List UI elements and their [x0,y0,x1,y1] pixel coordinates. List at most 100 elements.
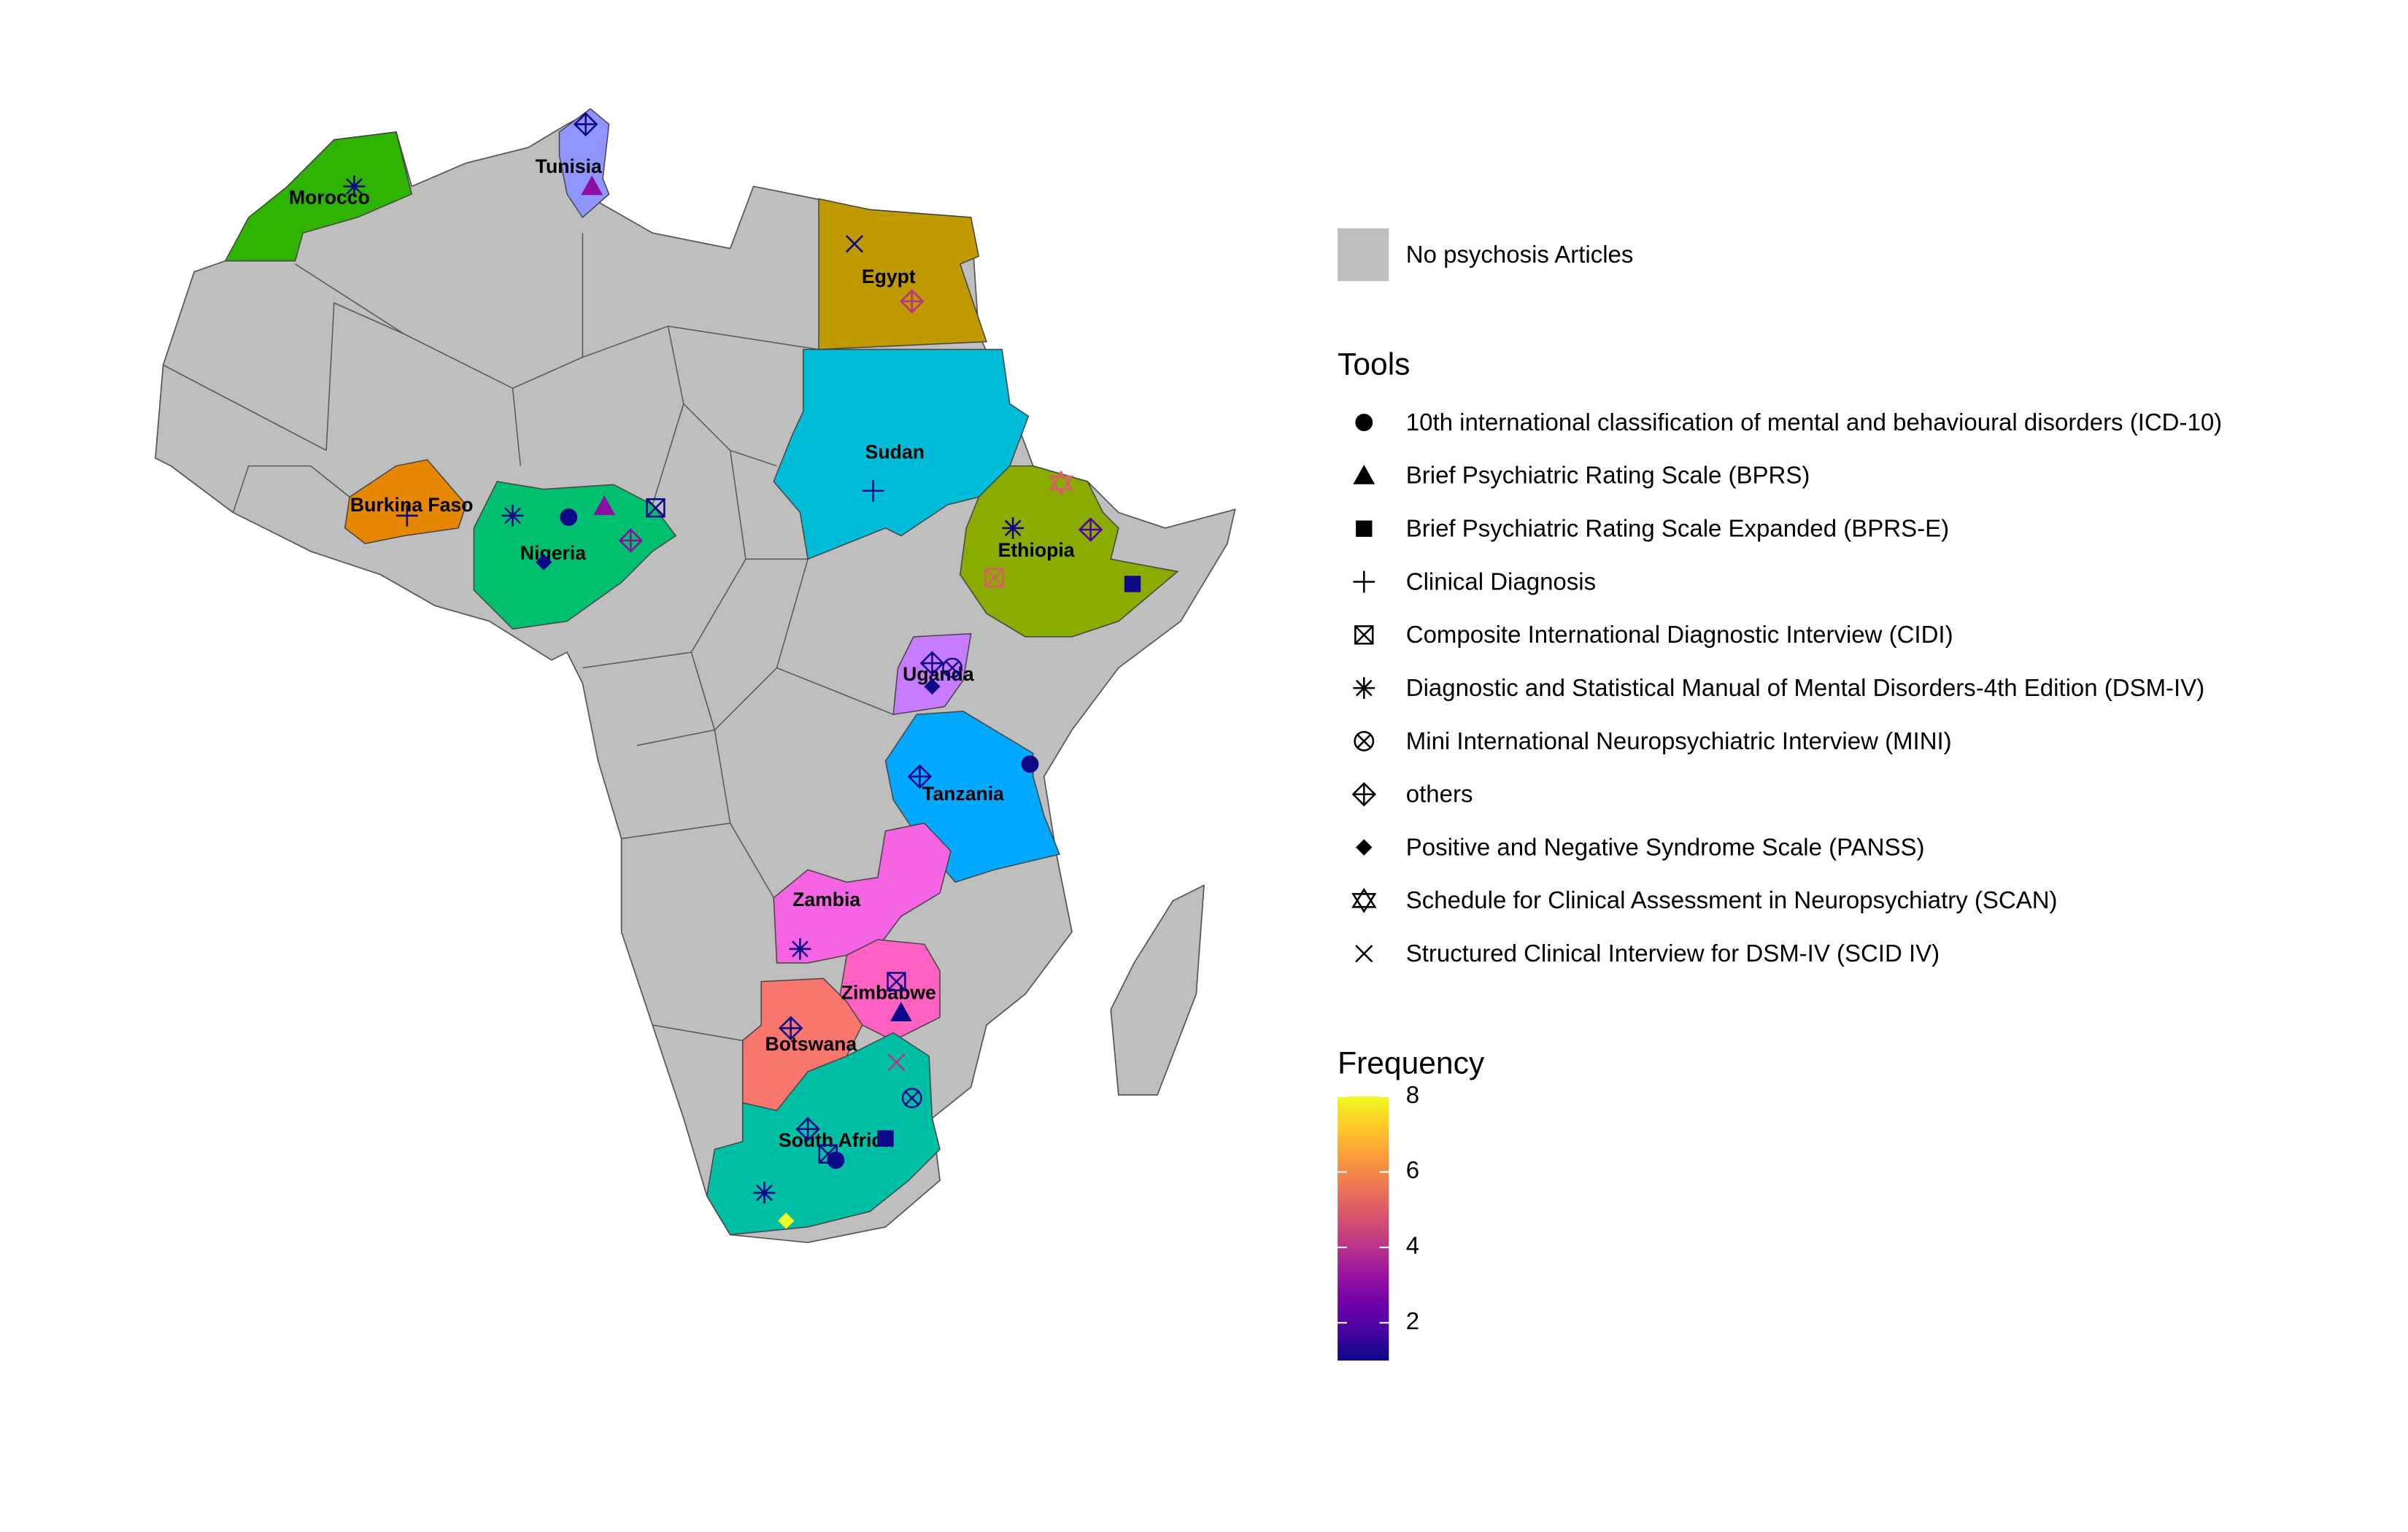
marker-ring [942,657,963,678]
legend-label: others [1406,781,1473,808]
country-region [224,131,413,262]
marker-stroke [887,1053,906,1072]
marker [1048,470,1074,496]
marker-triangle [890,1002,912,1021]
marker-diamond [924,678,941,695]
marker-square [1356,520,1373,537]
marker-stroke [504,507,521,525]
marker [573,112,598,137]
marker [560,508,578,526]
no-data-label: No psychosis Articles [1406,241,1634,268]
country-label: Zambia [792,889,860,910]
marker-stroke [984,568,1004,587]
marker-diamond [1356,839,1373,856]
marker [900,289,925,314]
marker [581,175,603,196]
marker [501,504,524,527]
country-label: Nigeria [520,542,586,564]
marker [924,678,941,695]
legend-label: Composite International Diagnostic Inter… [1406,621,1953,648]
marker [593,495,616,515]
legend-label: Positive and Negative Syndrome Scale (PA… [1406,833,1925,860]
no-data-swatch [1338,228,1389,282]
frequency-title: Frequency [1338,1046,1485,1081]
marker-tri-up [1351,888,1377,908]
marker-stroke [1354,625,1374,645]
marker [845,235,864,253]
marker-stroke [818,1144,838,1164]
legend-label: Clinical Diagnosis [1406,568,1596,595]
marker-box [646,498,665,518]
marker [827,1151,845,1169]
colorbar-label: 6 [1406,1156,1419,1183]
marker [795,1117,820,1142]
legend-label: Mini International Neuropsychiatric Inte… [1406,727,1952,754]
country-region [773,822,952,964]
marker [1124,576,1141,592]
marker-tri-down [1351,893,1377,913]
marker [778,1212,795,1229]
marker-stroke [792,940,809,958]
legend-key [1353,570,1375,593]
marker [1002,517,1024,539]
country-region [344,459,467,544]
marker-ring [1354,730,1375,751]
marker [942,657,963,678]
marker [890,1002,912,1021]
marker [753,1182,776,1204]
marker-stroke [756,1184,773,1202]
legend-label: Schedule for Clinical Assessment in Neur… [1406,886,2058,913]
country-label: Sudan [865,441,925,463]
tools-title: Tools [1338,347,1410,382]
country-region [959,465,1179,638]
marker-stroke [1355,945,1373,963]
africa-outline [155,111,1236,1244]
marker [778,1015,803,1041]
legend-key [1351,782,1376,807]
legend-key [1356,839,1373,856]
marker-stroke [945,660,960,676]
colorbar-label: 2 [1406,1307,1419,1334]
marker [646,498,665,518]
madagascar [1110,884,1205,1096]
legend-label: Diagnostic and Statistical Manual of Men… [1406,674,2204,701]
marker [789,937,811,960]
legend: No psychosis Articles Tools Frequency 10… [1338,228,2222,1361]
marker-box [984,568,1004,588]
marker [862,479,884,502]
marker-stroke [1357,734,1372,748]
marker-tri-down [1048,475,1074,496]
colorbar [1338,1096,1389,1361]
marker [1078,517,1103,542]
marker-stroke [904,1091,919,1106]
country-label: Tunisia [536,155,602,177]
legend-key [1355,414,1373,431]
marker-square [1124,576,1141,592]
continent [155,111,1236,1244]
legend-key [1354,625,1374,645]
marker [887,1053,906,1072]
marker-stroke [646,498,665,517]
borders [163,233,894,1042]
country-region [773,349,1030,560]
legend-key [1353,677,1375,700]
marker-diamond [778,1212,795,1229]
country-label: Burkina Faso [350,494,474,516]
marker [887,972,906,991]
colorbar-label: 4 [1406,1232,1419,1259]
countries [224,108,1179,1236]
marker-diamond [536,554,552,570]
legend-key [1354,730,1375,751]
marker [984,568,1004,588]
colorbar-label: 8 [1406,1081,1419,1108]
country-labels: Morocco Tunisia Egypt Sudan Ethiopia Burkina … [289,155,1075,1151]
marker [877,1130,894,1147]
marker [901,1088,922,1109]
marker-stroke [1004,519,1022,537]
marker-box [1354,625,1374,645]
marker-dot [560,508,578,526]
legend-label: Brief Psychiatric Rating Scale Expanded … [1406,515,1949,542]
marker-dot [1355,414,1373,431]
marker-square [877,1130,894,1147]
